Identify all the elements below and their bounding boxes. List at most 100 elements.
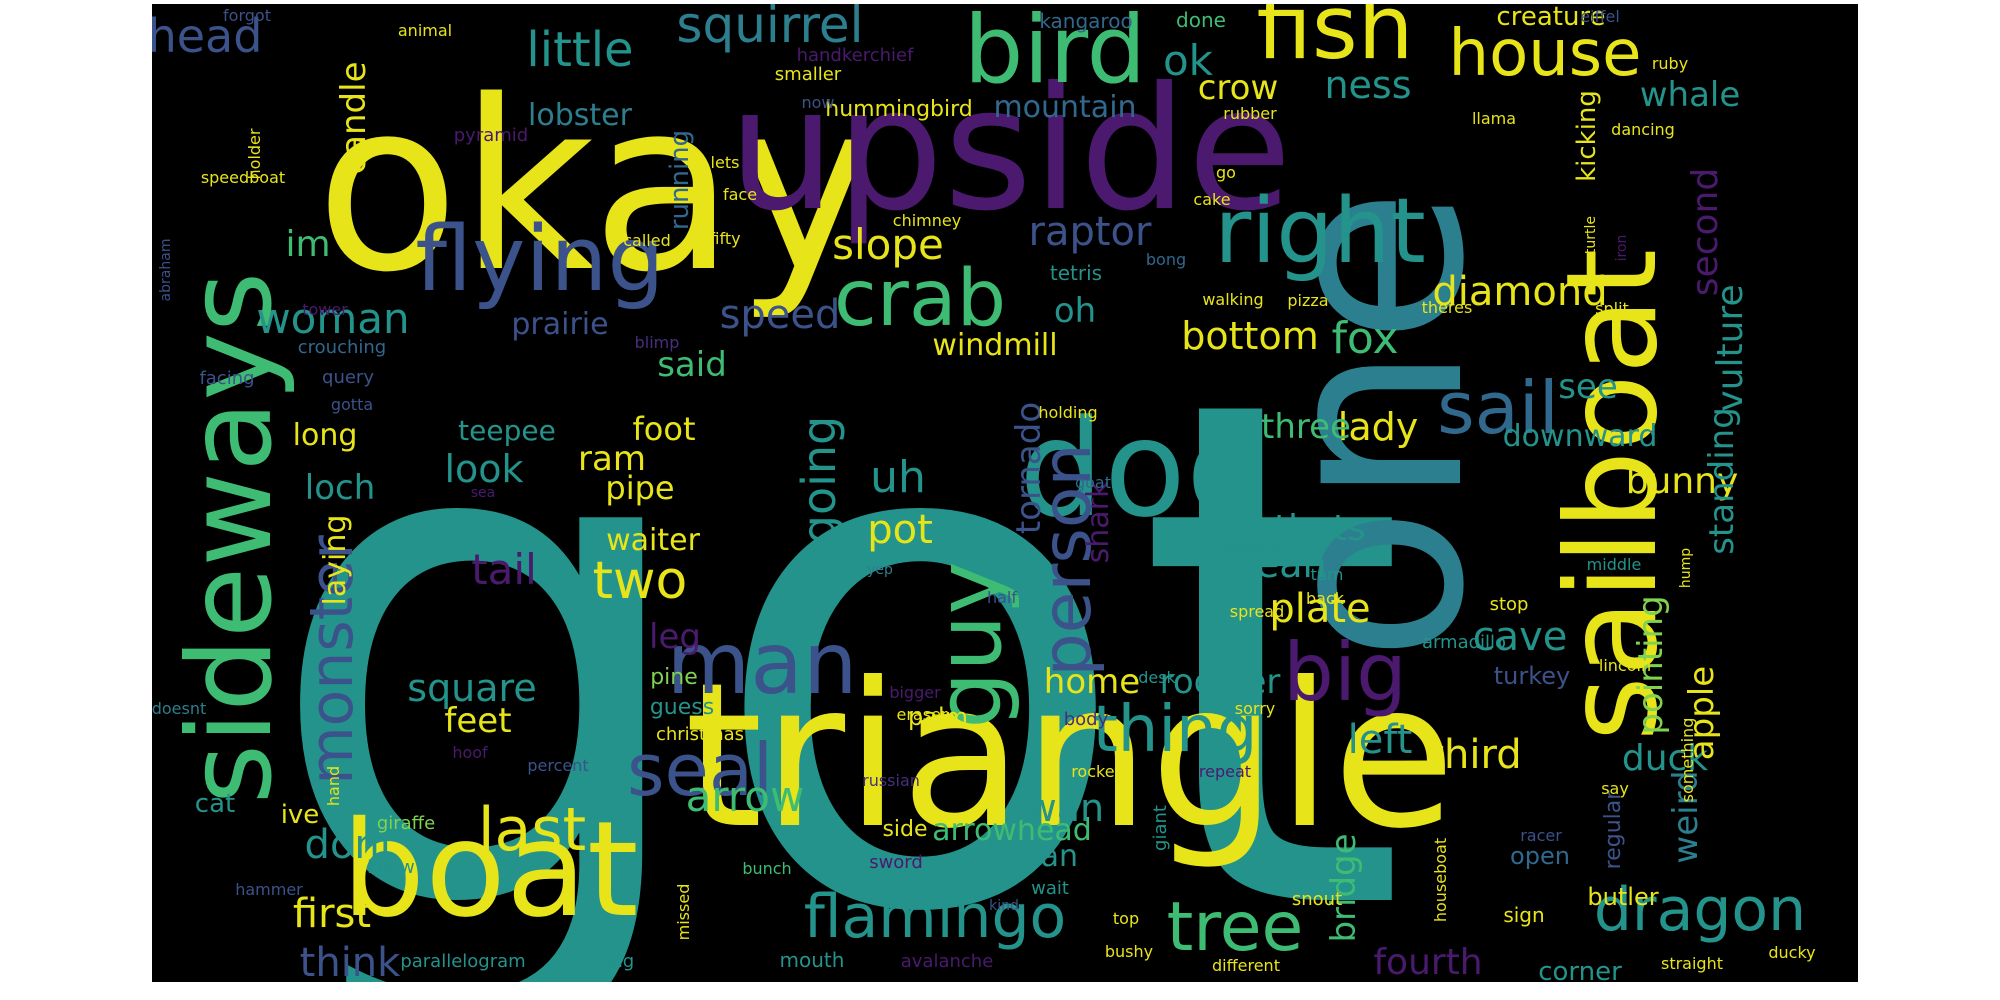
word-facing: facing: [199, 368, 254, 389]
word-standing: standing: [1702, 407, 1742, 555]
word-christmas: christmas: [656, 724, 744, 745]
word-sailboat: sailboat: [1540, 249, 1685, 742]
word-wait: wait: [1031, 878, 1069, 899]
word-bushy: bushy: [1105, 942, 1153, 961]
word-hummingbird: hummingbird: [825, 97, 972, 122]
word-hump: hump: [1678, 548, 1694, 588]
word-iron: iron: [1614, 235, 1630, 262]
word-leg: leg: [649, 617, 701, 657]
word-kangaroo: kangaroo: [1039, 9, 1132, 33]
word-dog: dog: [1019, 391, 1271, 547]
word-sideways: sideways: [163, 272, 298, 805]
word-running: running: [665, 130, 695, 230]
word-bottom: bottom: [1181, 314, 1318, 358]
word-say: say: [1601, 779, 1629, 798]
word-flying: flying: [415, 207, 664, 312]
word-thats: thats: [1274, 508, 1366, 549]
word-speed: speed: [720, 292, 841, 338]
word-repeat: repeat: [1199, 762, 1251, 781]
word-boat: boat: [341, 793, 638, 947]
word-middle: middle: [1587, 555, 1642, 574]
word-plate: plate: [1269, 586, 1370, 632]
word-goat: goat: [1075, 473, 1111, 492]
word-lobster: lobster: [528, 98, 633, 133]
word-fourth: fourth: [1373, 942, 1482, 982]
word-bridge: bridge: [1324, 833, 1364, 942]
word-pointing: pointing: [1631, 595, 1671, 734]
word-holder: holder: [245, 128, 264, 179]
word-crouching: crouching: [298, 337, 386, 358]
word-arrow: arrow: [686, 772, 805, 821]
word-diamond: diamond: [1432, 269, 1607, 315]
word-swan: swan: [1006, 786, 1104, 830]
word-raptor: raptor: [1029, 209, 1153, 255]
word-guy: guy: [917, 561, 1022, 728]
word-pipe: pipe: [605, 469, 674, 507]
word-sail: sail: [1437, 366, 1559, 450]
word-apple: apple: [1682, 666, 1722, 760]
word-face: face: [723, 185, 757, 204]
word-hand: hand: [324, 766, 343, 806]
word-rubber: rubber: [1223, 104, 1277, 123]
word-fish: fish: [1256, 4, 1413, 79]
word-praying: praying: [566, 951, 634, 972]
word-cloud-canvas: got okay one triangle upside sideways sailboat…: [152, 4, 1858, 982]
word-uh: uh: [870, 452, 926, 503]
word-going: going: [792, 416, 846, 544]
word-different: different: [1212, 956, 1280, 975]
word-cake: cake: [1193, 190, 1230, 209]
word-three: three: [1261, 407, 1351, 447]
word-waiter: waiter: [606, 523, 700, 558]
word-armadillo: armadillo: [1422, 632, 1506, 653]
word-look: look: [444, 447, 523, 491]
word-im: im: [285, 224, 330, 265]
word-gotta: gotta: [331, 395, 373, 414]
word-sea: sea: [471, 485, 496, 501]
word-pine: pine: [650, 665, 698, 690]
word-pyramid: pyramid: [454, 125, 528, 146]
word-dragon: dragon: [1594, 875, 1806, 945]
word-holding: holding: [1038, 403, 1097, 422]
word-see: see: [1558, 367, 1618, 407]
word-abraham: abraham: [158, 239, 174, 302]
word-smaller: smaller: [775, 64, 842, 85]
word-know: know: [367, 857, 415, 878]
word-man: man: [667, 614, 858, 714]
word-indian: indian: [986, 839, 1078, 874]
word-back: back: [1306, 589, 1345, 608]
word-right: right: [1214, 179, 1425, 284]
word-theres: theres: [1422, 298, 1473, 317]
word-second: second: [1685, 168, 1726, 296]
word-okay: okay: [316, 51, 875, 324]
word-duck: duck: [1622, 738, 1708, 779]
word-forgot: forgot: [223, 6, 271, 25]
word-cat: cat: [195, 789, 235, 819]
word-one: one: [1224, 188, 1521, 663]
word-kind: kind: [989, 898, 1019, 914]
word-sword: sword: [869, 852, 923, 873]
word-half: half: [987, 588, 1017, 607]
word-rocket: rocket: [1071, 762, 1121, 781]
word-russian: russian: [862, 771, 920, 790]
word-creature: creature: [1496, 4, 1605, 32]
word-downward: downward: [1503, 419, 1658, 454]
word-giraffe: giraffe: [377, 813, 435, 834]
word-tree: tree: [1167, 888, 1304, 967]
word-crab: crab: [834, 254, 1006, 344]
word-ram: ram: [578, 439, 646, 479]
word-chimney: chimney: [893, 211, 961, 230]
word-laying: laying: [318, 515, 353, 606]
word-got: got: [261, 251, 1408, 982]
word-palm: palm: [908, 703, 968, 731]
word-said: said: [657, 345, 727, 385]
word-speedboat: speedboat: [201, 168, 285, 187]
word-oh: oh: [1054, 291, 1096, 331]
word-bird: bird: [964, 4, 1146, 105]
word-triangle: triangle: [684, 640, 1455, 873]
word-cave: cave: [1473, 614, 1568, 660]
word-lets: lets: [711, 153, 740, 172]
word-ok: ok: [1163, 36, 1214, 85]
word-snout: snout: [1292, 889, 1342, 910]
word-avalanche: avalanche: [901, 951, 994, 972]
